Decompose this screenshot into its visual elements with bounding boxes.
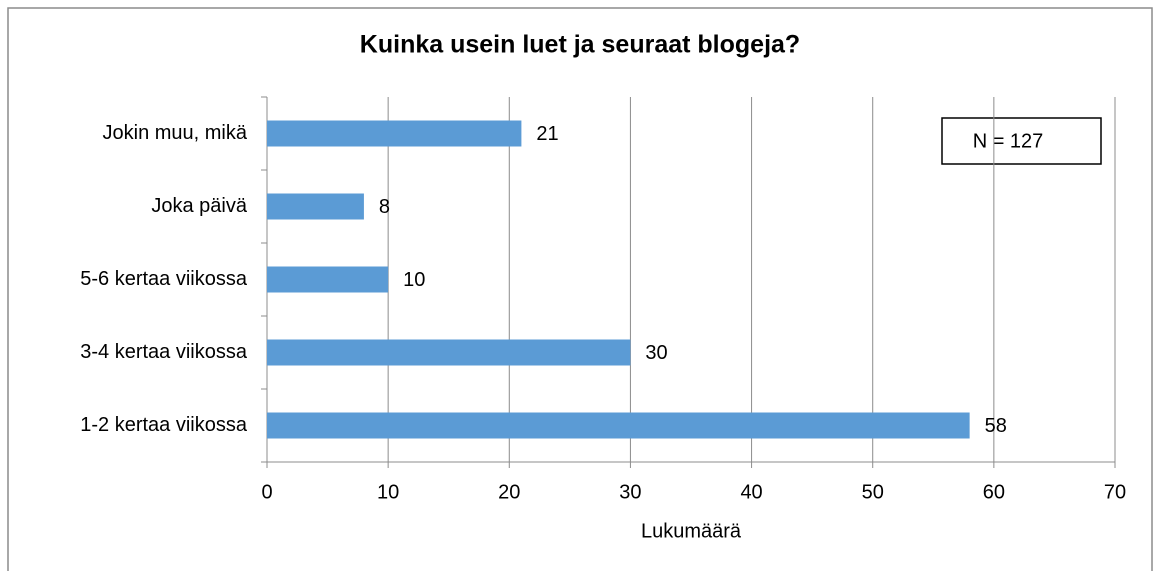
bar — [267, 120, 522, 147]
x-tick-label: 30 — [619, 481, 641, 503]
x-tick-label: 70 — [1104, 481, 1126, 503]
x-tick-label: 20 — [498, 481, 520, 503]
x-tick-label: 40 — [740, 481, 762, 503]
annotation-box — [941, 117, 1102, 165]
chart-frame — [7, 7, 1153, 571]
x-tick-label: 60 — [983, 481, 1005, 503]
data-label: 58 — [985, 415, 1007, 437]
x-axis-label: Lukumäärä — [641, 520, 742, 542]
bar — [267, 193, 364, 220]
chart-title: Kuinka usein luet ja seuraat blogeja? — [360, 31, 800, 59]
bar — [267, 339, 631, 366]
y-tick-label: Jokin muu, mikä — [103, 122, 248, 144]
x-tick-label: 0 — [261, 481, 272, 503]
y-tick-label: 3-4 kertaa viikossa — [80, 341, 248, 363]
y-tick-label: Joka päivä — [151, 195, 247, 217]
data-label: 21 — [536, 123, 558, 145]
data-label: 8 — [379, 196, 390, 218]
data-label: 10 — [403, 269, 425, 291]
bar — [267, 266, 389, 293]
y-tick-label: 5-6 kertaa viikossa — [80, 268, 248, 290]
x-tick-label: 50 — [862, 481, 884, 503]
data-label: 30 — [645, 342, 667, 364]
bar — [267, 412, 970, 439]
annotation: N = 127 — [973, 130, 1044, 152]
y-tick-label: 1-2 kertaa viikossa — [80, 414, 248, 436]
x-tick-label: 10 — [377, 481, 399, 503]
